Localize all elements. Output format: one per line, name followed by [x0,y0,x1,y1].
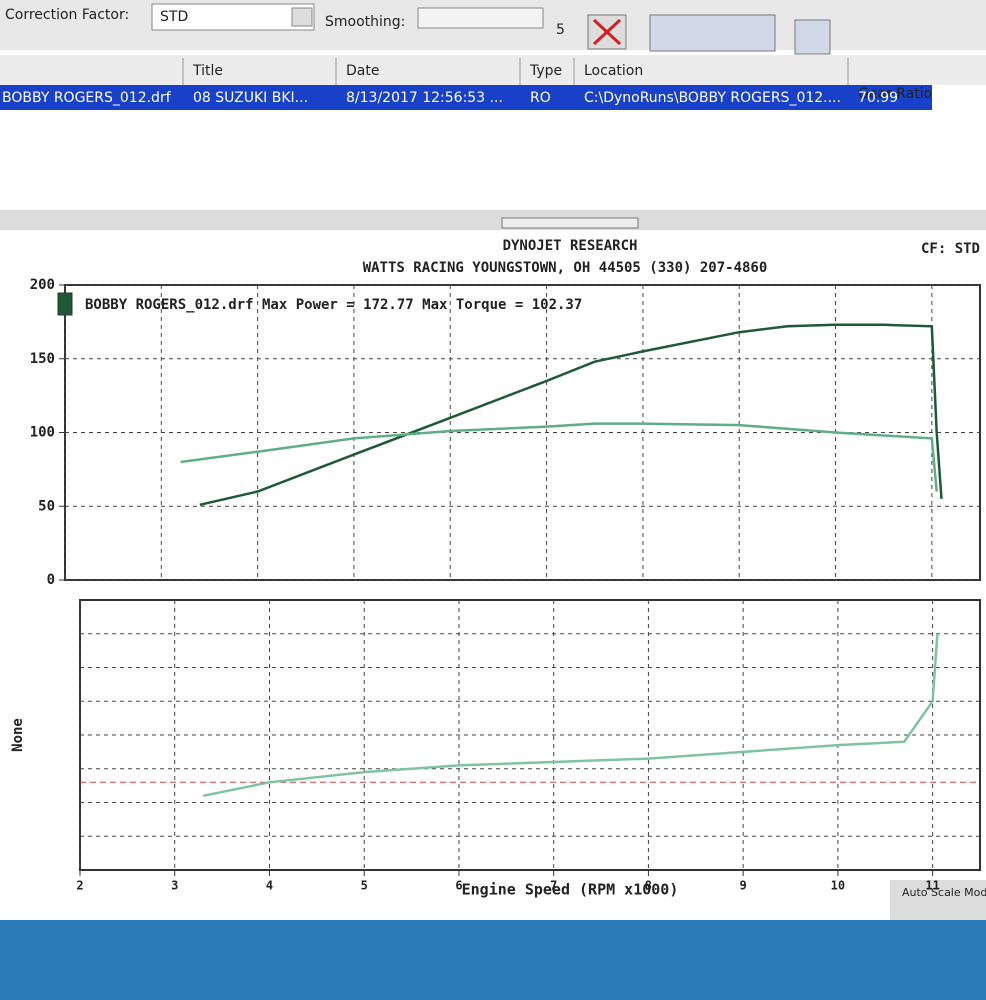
legend-swatch [57,292,73,316]
table-cell: RO [530,90,551,106]
y-tick-label: 150 [30,351,55,367]
x-tick-label: 3 [171,879,178,893]
correction-combo[interactable] [151,3,315,31]
combo-arrow[interactable] [291,7,313,27]
x-tick-label: 11 [925,879,939,893]
correction-label: Correction Factor: [5,7,129,23]
table-cell: C:\DynoRuns\BOBBY ROGERS_012.... [584,90,841,106]
report-title: DYNOJET RESEARCH [503,238,638,254]
taskbar [0,920,986,1000]
splitter[interactable] [0,210,986,230]
table-cell: 08 SUZUKI BKI... [193,90,308,106]
smoothing-value: 5 [556,22,565,38]
x-tick-label: 9 [740,879,747,893]
y-tick-label: 50 [38,498,55,514]
tool-button[interactable] [794,19,831,55]
table-cell: BOBBY ROGERS_012.drf [2,90,172,106]
y-axis-label: None [10,718,26,752]
status-box [890,880,986,920]
y-tick-label: 200 [30,277,55,293]
x-tick-label: 7 [550,879,557,893]
data-line [199,323,943,507]
column-header: Title [192,63,223,79]
smoothing-label: Smoothing: [325,14,405,30]
status-text: Auto Scale Mode [902,886,986,899]
x-tick-label: 5 [361,879,368,893]
data-line [180,422,938,492]
table-body [0,110,986,210]
splitter-handle[interactable] [501,217,639,229]
report-subtitle: WATTS RACING YOUNGSTOWN, OH 44505 (330) … [363,260,768,276]
table-header [0,55,986,85]
x-axis-label: Engine Speed (RPM x1000) [462,881,679,899]
x-tick-label: 6 [455,879,462,893]
table-cell: 8/13/2017 12:56:53 ... [346,90,503,106]
clear-icon [592,18,622,46]
smoothing-slider[interactable] [417,7,544,29]
selected-row[interactable] [0,85,932,110]
table-cell: 70.99 [858,90,898,106]
column-header: Gear Ratio [858,86,932,102]
x-tick-label: 2 [76,879,83,893]
y-tick-label: 0 [47,572,55,588]
column-header: Type [529,63,562,79]
column-header: Date [346,63,379,79]
tool-group[interactable] [649,14,776,52]
x-tick-label: 4 [266,879,273,893]
data-line [202,633,939,798]
legend-text: BOBBY ROGERS_012.drf Max Power = 172.77 … [85,297,582,313]
correction-value: STD [160,9,188,25]
y-tick-label: 100 [30,425,55,441]
cf-label: CF: STD [921,241,980,257]
x-tick-label: 8 [645,879,652,893]
x-tick-label: 10 [831,879,845,893]
column-header: Location [584,63,643,79]
